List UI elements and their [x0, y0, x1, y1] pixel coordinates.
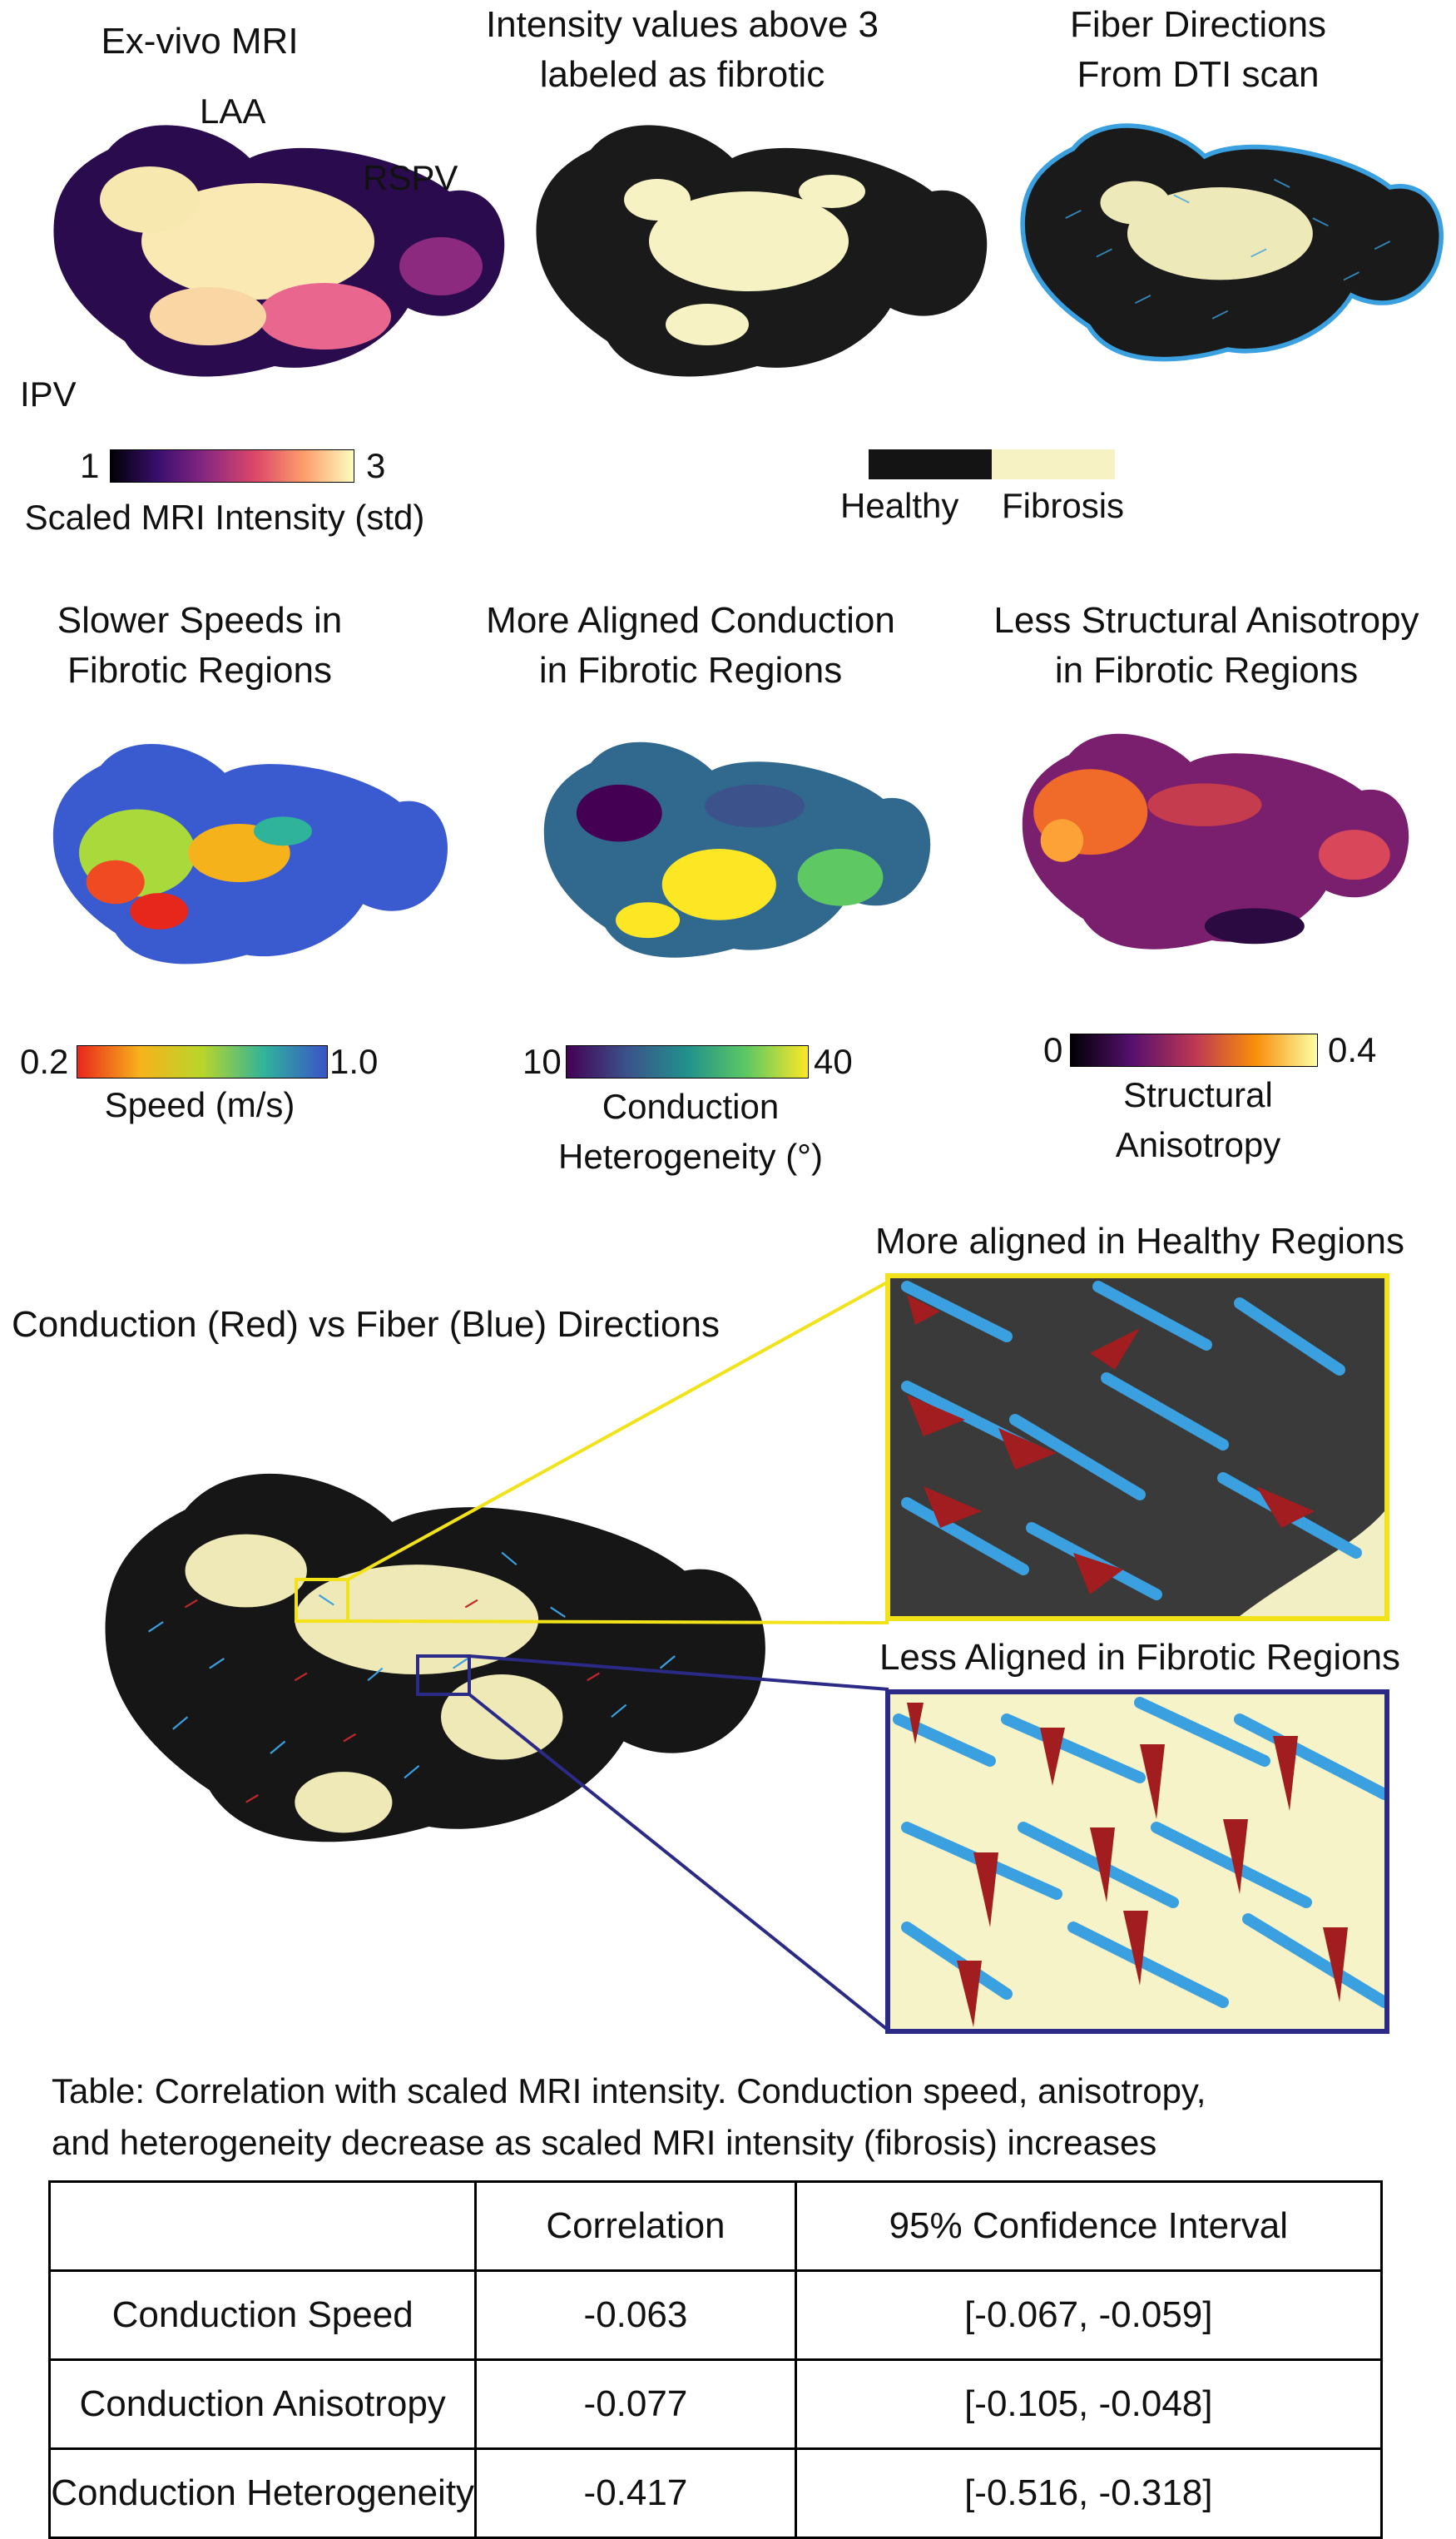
table-cell: Conduction Heterogeneity	[47, 2447, 478, 2539]
zoom-healthy-title: More aligned in Healthy Regions	[875, 1221, 1404, 1262]
table-header-row: Correlation 95% Confidence Interval	[47, 2180, 1384, 2272]
panel-fiber-title: Fiber Directions From DTI scan	[1069, 4, 1327, 95]
colorbar-heterogeneity-name: Conduction Heterogeneity (°)	[558, 1087, 823, 1176]
panel-fibrosis-title: Intensity values above 3 labeled as fibro…	[485, 4, 879, 95]
legend-fibrosis-label: Fibrosis	[1002, 486, 1125, 525]
label-rspv: RSPV	[363, 158, 458, 197]
table-cell: Conduction Speed	[47, 2269, 478, 2361]
colorbar-mri	[110, 449, 354, 483]
atrium-speed-render	[52, 744, 448, 965]
table-header-correlation: Correlation	[474, 2180, 797, 2272]
atrium-directions-render	[105, 1473, 765, 1842]
table-cell: -0.077	[474, 2358, 797, 2450]
zoom-fibrotic-box	[885, 1689, 1389, 2034]
colorbar-heterogeneity	[566, 1045, 809, 1079]
panel-anisotropy-title: Less Structural Anisotropy in Fibrotic Re…	[993, 600, 1419, 691]
table-header-ci: 95% Confidence Interval	[794, 2180, 1384, 2272]
colorbar-speed	[77, 1045, 328, 1079]
table-cell: [-0.516, -0.318]	[794, 2447, 1384, 2539]
atrium-anisotropy-render	[1022, 733, 1409, 950]
panel-heterogeneity-title: More Aligned Conduction in Fibrotic Regio…	[486, 600, 895, 691]
zoom-healthy-arrows	[901, 1281, 1384, 1616]
label-ipv: IPV	[20, 374, 77, 414]
colorbar-anisotropy	[1070, 1034, 1318, 1067]
colorbar-speed-name: Speed (m/s)	[104, 1085, 295, 1124]
colorbar-speed-min: 0.2	[20, 1042, 69, 1081]
panel-directions-title: Conduction (Red) vs Fiber (Blue) Directi…	[12, 1304, 720, 1345]
zoom-healthy-box	[885, 1273, 1389, 1621]
table-cell: Conduction Anisotropy	[47, 2358, 478, 2450]
legend-healthy-label: Healthy	[840, 486, 959, 525]
atrium-fiber-render	[1019, 100, 1452, 383]
table-row: Conduction Heterogeneity -0.417 [-0.516,…	[47, 2447, 1384, 2539]
colorbar-mri-min: 1	[80, 446, 100, 485]
colorbar-anisotropy-min: 0	[1043, 1030, 1063, 1069]
colorbar-speed-max: 1.0	[329, 1042, 379, 1081]
colorbar-heterogeneity-max: 40	[814, 1042, 853, 1081]
colorbar-mri-name: Scaled MRI Intensity (std)	[24, 498, 425, 537]
table-cell: -0.063	[474, 2269, 797, 2361]
table-cell: [-0.105, -0.048]	[794, 2358, 1384, 2450]
colorbar-anisotropy-name: Structural Anisotropy	[1115, 1075, 1281, 1164]
correlation-table: Correlation 95% Confidence Interval Cond…	[47, 2180, 1384, 2539]
atrium-heterogeneity-render	[543, 741, 931, 958]
zoom-fibrotic-arrows	[893, 1697, 1384, 2027]
label-laa: LAA	[200, 92, 266, 131]
table-row: Conduction Speed -0.063 [-0.067, -0.059]	[47, 2269, 1384, 2361]
zoom-fibrotic-title: Less Aligned in Fibrotic Regions	[879, 1637, 1401, 1678]
table-header-blank	[47, 2180, 478, 2272]
legend-fibrosis-swatch	[992, 449, 1115, 479]
atrium-mri-render	[53, 125, 505, 377]
table-cell: -0.417	[474, 2447, 797, 2539]
panel-speed-title: Slower Speeds in Fibrotic Regions	[57, 600, 343, 691]
table-cell: [-0.067, -0.059]	[794, 2269, 1384, 2361]
colorbar-heterogeneity-min: 10	[522, 1042, 562, 1081]
legend-healthy-swatch	[869, 449, 992, 479]
panel-mri-title: Ex-vivo MRI	[101, 21, 299, 62]
table-row: Conduction Anisotropy -0.077 [-0.105, -0…	[47, 2358, 1384, 2450]
table-caption: Table: Correlation with scaled MRI inten…	[52, 2071, 1206, 2162]
atrium-fibrosis-render	[536, 125, 988, 377]
colorbar-mri-max: 3	[366, 446, 386, 485]
colorbar-anisotropy-max: 0.4	[1328, 1030, 1377, 1069]
